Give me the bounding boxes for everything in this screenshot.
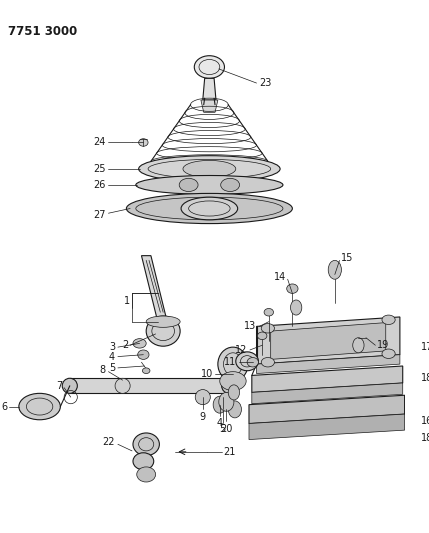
- Polygon shape: [249, 395, 405, 424]
- Ellipse shape: [228, 401, 242, 418]
- Ellipse shape: [328, 260, 341, 279]
- Ellipse shape: [353, 338, 364, 353]
- Polygon shape: [252, 383, 403, 403]
- Ellipse shape: [257, 332, 267, 340]
- Text: 20: 20: [220, 424, 233, 433]
- Ellipse shape: [183, 160, 236, 177]
- Text: 7751 3000: 7751 3000: [8, 25, 77, 38]
- Text: 26: 26: [93, 180, 106, 190]
- Ellipse shape: [115, 378, 130, 393]
- Ellipse shape: [222, 378, 237, 393]
- Text: 22: 22: [103, 438, 115, 447]
- Ellipse shape: [261, 324, 275, 333]
- Ellipse shape: [136, 175, 283, 195]
- Ellipse shape: [228, 385, 239, 400]
- Ellipse shape: [247, 358, 258, 367]
- Text: 2: 2: [122, 340, 128, 350]
- Ellipse shape: [139, 156, 280, 182]
- Text: 23: 23: [260, 78, 272, 88]
- Ellipse shape: [133, 338, 146, 348]
- Ellipse shape: [137, 467, 156, 482]
- Text: 11: 11: [224, 357, 236, 367]
- Ellipse shape: [382, 349, 395, 359]
- Polygon shape: [249, 414, 405, 440]
- Polygon shape: [70, 378, 229, 393]
- Text: 5: 5: [109, 363, 115, 373]
- Ellipse shape: [218, 347, 248, 381]
- Ellipse shape: [146, 316, 180, 346]
- Ellipse shape: [264, 309, 274, 316]
- Ellipse shape: [19, 393, 60, 420]
- Text: 8: 8: [100, 365, 106, 375]
- Text: 27: 27: [93, 210, 106, 220]
- Text: 21: 21: [224, 447, 236, 457]
- Ellipse shape: [179, 179, 198, 191]
- Ellipse shape: [287, 284, 298, 293]
- Polygon shape: [203, 78, 216, 100]
- Text: 5: 5: [220, 424, 226, 434]
- Polygon shape: [252, 366, 403, 392]
- Ellipse shape: [213, 396, 227, 413]
- Text: 7: 7: [56, 381, 62, 391]
- Polygon shape: [271, 322, 386, 359]
- Ellipse shape: [181, 197, 238, 220]
- Text: 14: 14: [274, 272, 286, 282]
- Text: 17: 17: [421, 342, 429, 352]
- Text: 16: 16: [421, 416, 429, 426]
- Polygon shape: [142, 256, 168, 325]
- Text: 12: 12: [235, 345, 247, 355]
- Ellipse shape: [220, 372, 246, 391]
- Text: 9: 9: [200, 412, 206, 422]
- Text: 3: 3: [109, 342, 115, 352]
- Text: 4: 4: [217, 418, 223, 428]
- Text: 18: 18: [421, 373, 429, 383]
- Text: 4: 4: [109, 352, 115, 361]
- Text: 15: 15: [341, 254, 354, 263]
- Ellipse shape: [195, 390, 210, 405]
- Ellipse shape: [142, 368, 150, 374]
- Ellipse shape: [221, 179, 239, 191]
- Ellipse shape: [194, 56, 224, 78]
- Text: 24: 24: [93, 138, 106, 148]
- Text: 18: 18: [421, 433, 429, 443]
- Ellipse shape: [290, 300, 302, 315]
- Text: 10: 10: [201, 368, 213, 378]
- Ellipse shape: [219, 392, 234, 411]
- Ellipse shape: [139, 139, 148, 146]
- Text: 13: 13: [244, 321, 257, 332]
- Text: 19: 19: [377, 340, 390, 350]
- Ellipse shape: [62, 378, 77, 393]
- Ellipse shape: [236, 352, 258, 371]
- Text: 1: 1: [124, 296, 130, 306]
- Ellipse shape: [133, 453, 154, 470]
- Polygon shape: [201, 100, 218, 112]
- Ellipse shape: [133, 433, 160, 456]
- Ellipse shape: [138, 350, 149, 359]
- Ellipse shape: [146, 316, 180, 327]
- Ellipse shape: [127, 193, 293, 223]
- Ellipse shape: [382, 315, 395, 325]
- Ellipse shape: [261, 358, 275, 367]
- Polygon shape: [257, 354, 400, 374]
- Polygon shape: [257, 317, 400, 364]
- Text: 6: 6: [1, 401, 8, 411]
- Text: 25: 25: [93, 164, 106, 174]
